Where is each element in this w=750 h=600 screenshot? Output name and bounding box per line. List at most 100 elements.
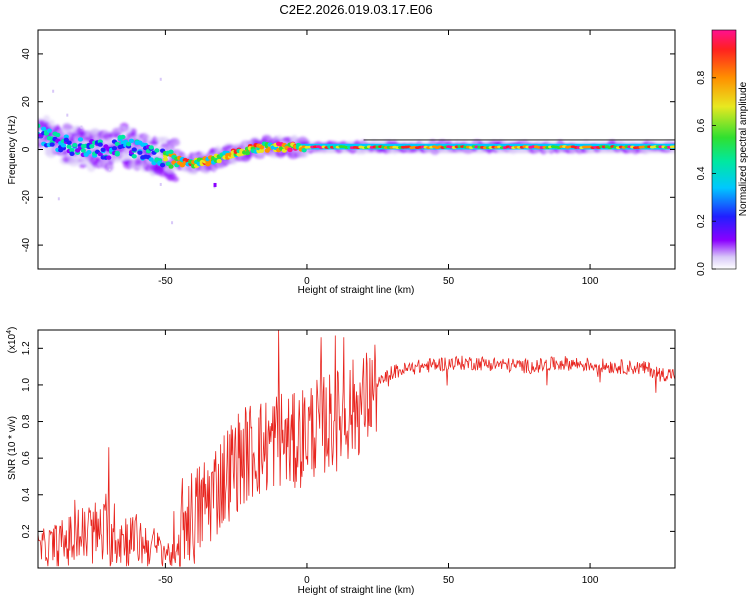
spectrogram-halo-cell bbox=[64, 124, 74, 135]
snr-y-tick-label: 1.0 bbox=[21, 378, 32, 392]
colorbar-tick-label: 0.0 bbox=[696, 262, 707, 276]
spectrogram-halo-cell bbox=[297, 138, 310, 143]
snr-x-axis-label: Height of straight line (km) bbox=[298, 585, 415, 596]
snr-y-ticks: 0.2 0.4 0.6 0.8 1.0 1.2 bbox=[21, 341, 675, 538]
spectrogram-cell bbox=[125, 142, 132, 147]
spectrogram-halo-cell bbox=[130, 128, 137, 138]
colorbar-tick-label: 0.4 bbox=[696, 166, 707, 180]
spectrogram-x-ticks: -50 0 50 100 bbox=[158, 30, 599, 287]
snr-y-axis-label: SNR (10 * v/v) bbox=[7, 416, 18, 480]
spectrogram-cell bbox=[66, 144, 72, 149]
spectrogram-cell bbox=[77, 137, 84, 142]
spectrogram-halo-cell bbox=[78, 163, 88, 169]
spectrogram-speck bbox=[52, 89, 55, 93]
spectrogram-cell bbox=[114, 150, 120, 156]
spectrogram-halo-cell bbox=[68, 136, 75, 142]
snr-multiplier-base: (x10 bbox=[7, 333, 18, 353]
spectrogram-cell bbox=[148, 145, 154, 150]
colorbar-gradient bbox=[711, 29, 737, 270]
spectrogram-cell bbox=[66, 140, 72, 145]
spectrogram-cell bbox=[72, 142, 78, 148]
spectrogram-cell bbox=[216, 158, 222, 164]
spectrogram-cell bbox=[63, 134, 69, 139]
snr-line bbox=[38, 330, 675, 567]
figure-title: C2E2.2026.019.03.17.E06 bbox=[279, 2, 432, 17]
spectrogram-speck bbox=[171, 221, 174, 225]
spectrogram-cell bbox=[97, 142, 103, 147]
snr-multiplier: (x104) bbox=[6, 327, 18, 354]
spectrogram-cell bbox=[259, 144, 265, 150]
spectrogram-cell bbox=[106, 155, 112, 160]
spectrogram-halo-cell bbox=[48, 119, 55, 129]
snr-x-tick-label: -50 bbox=[158, 575, 173, 586]
spectrogram-y-axis-label: Frequency (Hz) bbox=[7, 116, 18, 185]
snr-panel: -50 0 50 100 0.2 0.4 0.6 0.8 1.0 1.2 Height of s… bbox=[6, 327, 676, 596]
spectrogram-cell bbox=[41, 126, 47, 132]
colorbar-ticks: 0.0 0.2 0.4 0.6 0.8 bbox=[696, 70, 716, 276]
snr-x-tick-label: 100 bbox=[582, 575, 599, 586]
spectrogram-cell bbox=[128, 138, 135, 144]
snr-x-ticks: -50 0 50 100 bbox=[158, 330, 599, 586]
spectrogram-halo-cell bbox=[141, 134, 152, 140]
spectrogram-cell bbox=[672, 145, 675, 149]
spectrogram-y-tick-label: 40 bbox=[21, 48, 32, 60]
spectrogram-x-axis-label: Height of straight line (km) bbox=[298, 285, 415, 296]
spectrogram-cell bbox=[154, 148, 160, 153]
snr-y-tick-label: 1.2 bbox=[21, 341, 32, 355]
spectrogram-halo-cell bbox=[171, 176, 179, 183]
spectrogram-cell bbox=[46, 128, 52, 133]
snr-multiplier-close: ) bbox=[7, 327, 18, 330]
snr-y-tick-label: 0.2 bbox=[21, 524, 32, 538]
spectrogram-speck bbox=[66, 113, 69, 117]
spectrogram-cell bbox=[259, 148, 265, 153]
snr-y-tick-label: 0.4 bbox=[21, 487, 32, 501]
spectrogram-y-ticks: -40 -20 0 20 40 bbox=[21, 48, 675, 252]
snr-multiplier-exp: 4 bbox=[6, 330, 13, 334]
spectrogram-cell bbox=[120, 134, 126, 140]
spectrogram-cell bbox=[38, 123, 41, 128]
spectrogram-y-tick-label: 0 bbox=[21, 146, 32, 152]
spectrogram-cell bbox=[86, 150, 92, 155]
spectrogram-cell bbox=[114, 141, 120, 147]
spectrogram-cell bbox=[244, 150, 251, 156]
spectrogram-cell bbox=[148, 157, 154, 162]
spectrogram-cell bbox=[89, 144, 95, 149]
spectrogram-cells bbox=[38, 77, 675, 225]
spectrogram-cell bbox=[131, 147, 137, 152]
spectrogram-cell bbox=[100, 147, 106, 152]
snr-series bbox=[38, 330, 675, 567]
spectrogram-panel: -50 0 50 100 -40 -20 0 20 40 Height of straight… bbox=[7, 29, 676, 296]
spectrogram-heatmap bbox=[38, 77, 675, 225]
spectrogram-halo-cell bbox=[300, 151, 308, 158]
snr-x-tick-label: 50 bbox=[443, 575, 455, 586]
colorbar-tick-label: 0.8 bbox=[696, 70, 707, 84]
spectrogram-halo-cell bbox=[170, 140, 181, 147]
spectrogram-cell bbox=[301, 148, 307, 153]
svg-text:(x104): (x104) bbox=[6, 327, 18, 354]
spectrogram-cell bbox=[162, 157, 168, 162]
spectrogram-cell bbox=[97, 151, 103, 157]
spectrogram-speck bbox=[159, 77, 162, 81]
spectrogram-speck bbox=[213, 182, 217, 187]
spectrogram-cell bbox=[168, 149, 174, 155]
spectrogram-speck bbox=[159, 182, 162, 186]
spectrogram-speck bbox=[80, 125, 83, 129]
spectrogram-cell bbox=[69, 147, 75, 153]
spectrogram-cell bbox=[168, 164, 174, 169]
snr-y-tick-label: 0.6 bbox=[21, 451, 32, 465]
spectrogram-x-tick-label: 100 bbox=[582, 276, 599, 287]
spectrogram-cell bbox=[159, 162, 166, 168]
colorbar-tick-label: 0.6 bbox=[696, 118, 707, 132]
snr-y-tick-label: 0.8 bbox=[21, 414, 32, 428]
snr-x-tick-label: 0 bbox=[304, 575, 310, 586]
spectrogram-speck bbox=[108, 168, 111, 172]
spectrogram-cell bbox=[49, 142, 55, 147]
snr-frame bbox=[37, 329, 676, 569]
spectrogram-cell bbox=[69, 151, 75, 156]
spectrogram-x-tick-label: 50 bbox=[443, 276, 455, 287]
colorbar-label: Normalized spectral amplitude bbox=[738, 81, 749, 216]
spectrogram-halo-cell bbox=[118, 127, 127, 134]
colorbar: 0.0 0.2 0.4 0.6 0.8 Normalized spectral ampl… bbox=[696, 29, 749, 276]
spectrogram-cell bbox=[137, 150, 143, 155]
